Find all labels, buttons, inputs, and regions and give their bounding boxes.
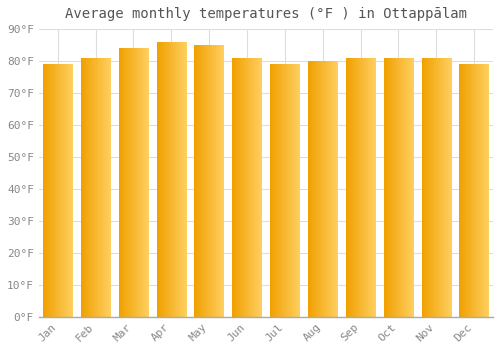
Title: Average monthly temperatures (°F ) in Ottappālam: Average monthly temperatures (°F ) in Ot… — [65, 7, 467, 21]
